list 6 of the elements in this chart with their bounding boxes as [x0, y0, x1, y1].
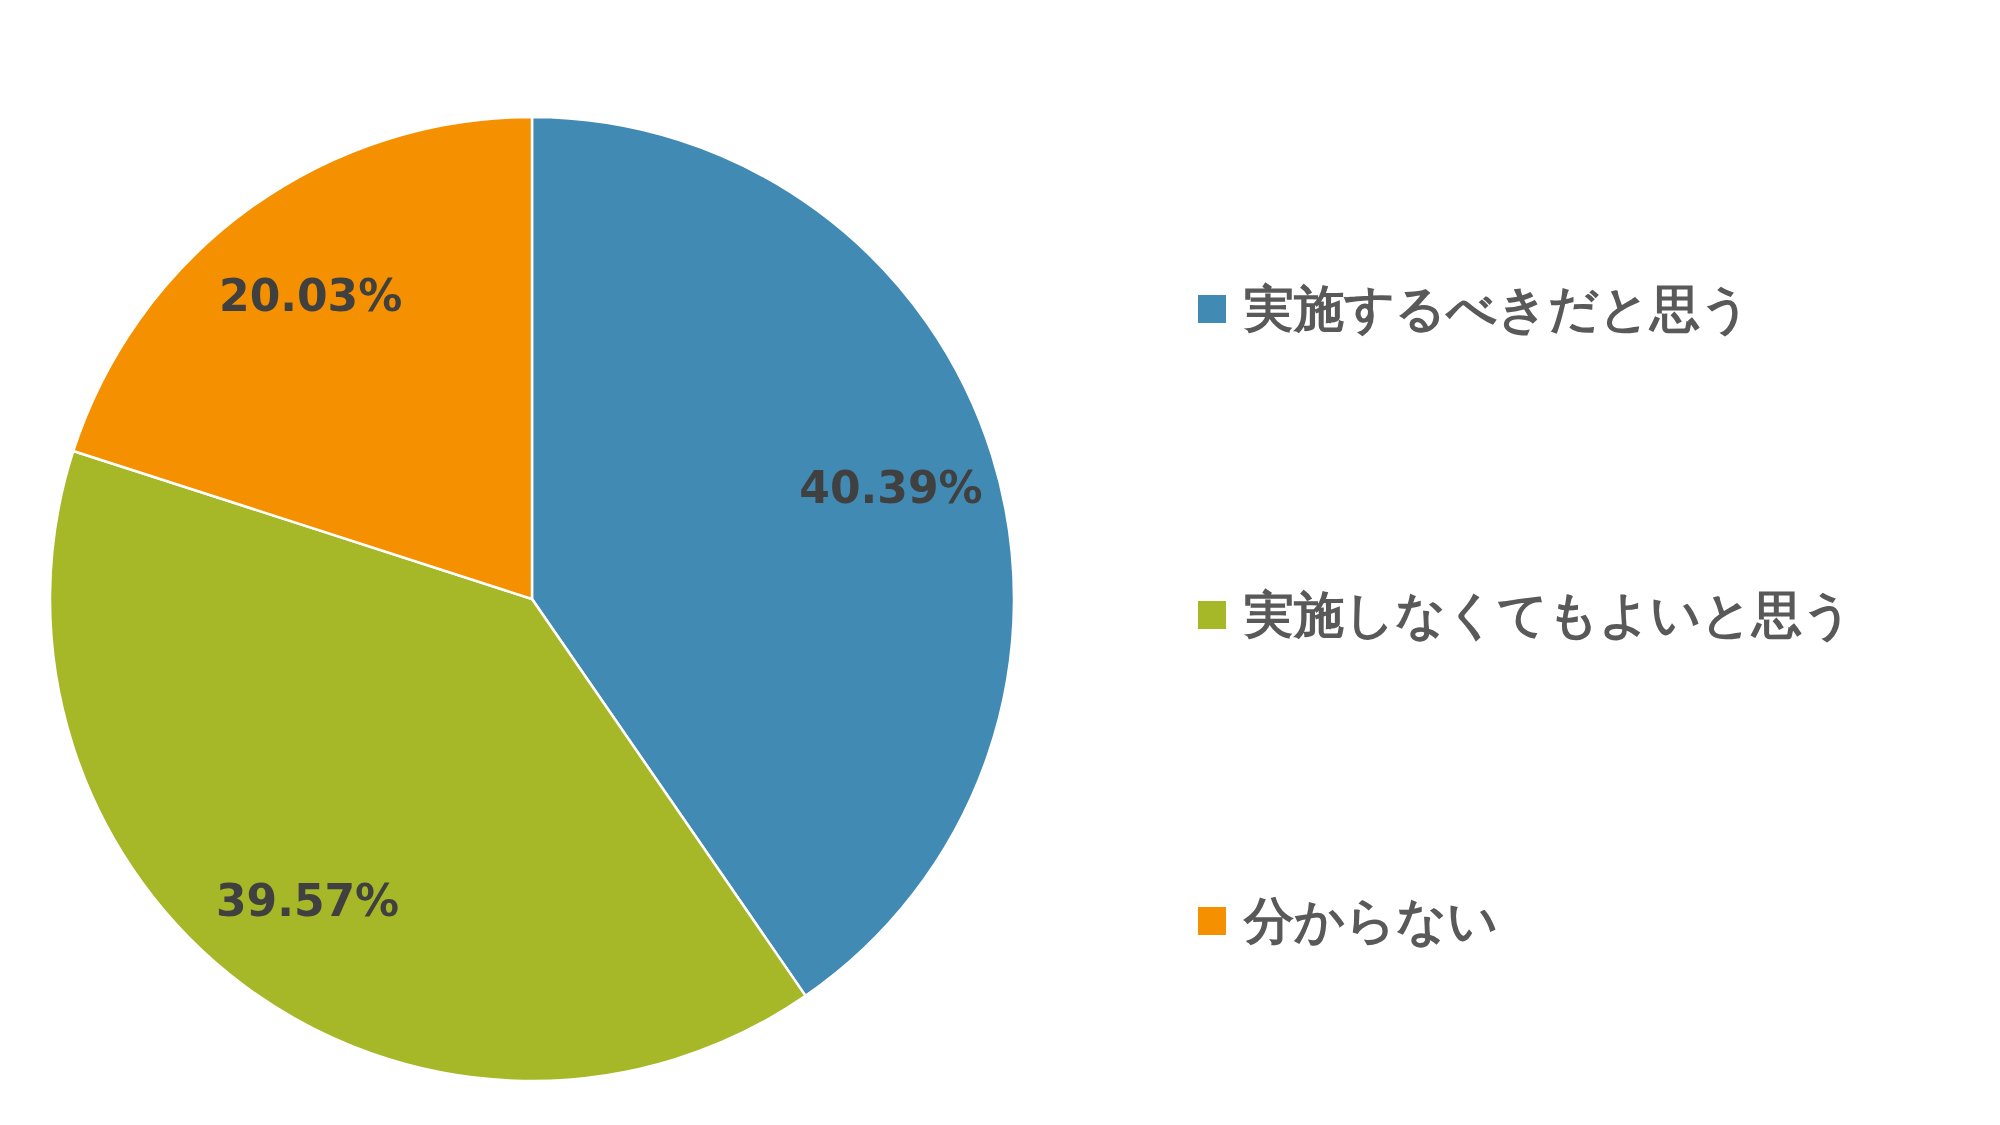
legend-label: 実施しなくてもよいと思う [1243, 586, 1853, 644]
data-label: 39.57% [215, 875, 400, 927]
legend-label: 分からない [1243, 892, 1498, 950]
data-label: 20.03% [219, 269, 403, 321]
data-label: 40.39% [799, 461, 983, 513]
legend-label: 実施するべきだと思う [1243, 280, 1751, 338]
